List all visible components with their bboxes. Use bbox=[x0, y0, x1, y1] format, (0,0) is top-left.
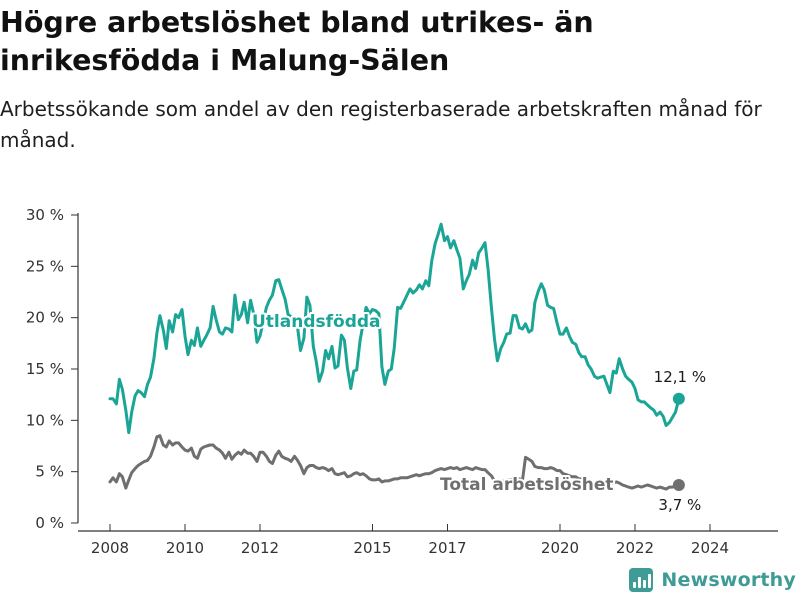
brand-name: Newsworthy bbox=[661, 569, 796, 591]
series-name-label: Total arbetslöshet bbox=[440, 475, 614, 495]
y-tick-label: 20 % bbox=[26, 309, 64, 327]
x-tick-label: 2008 bbox=[91, 539, 129, 557]
x-tick-label: 2017 bbox=[428, 539, 466, 557]
chart-title: Högre arbetslöshet bland utrikes- än inr… bbox=[0, 6, 594, 77]
brand-logo: Newsworthy bbox=[629, 568, 796, 592]
x-tick-label: 2015 bbox=[353, 539, 391, 557]
x-tick-label: 2020 bbox=[541, 539, 579, 557]
y-tick-label: 5 % bbox=[35, 463, 64, 481]
x-tick-label: 2024 bbox=[691, 539, 729, 557]
y-tick-label: 30 % bbox=[26, 206, 64, 224]
series-end-label: 12,1 % bbox=[654, 368, 706, 386]
series-name-label: Utlandsfödda bbox=[252, 312, 381, 332]
series-line-utlandsfodda bbox=[108, 222, 681, 435]
y-tick-label: 10 % bbox=[26, 411, 64, 429]
y-tick-label: 25 % bbox=[26, 257, 64, 275]
chart-subtitle: Arbetssökande som andel av den registerb… bbox=[0, 97, 762, 152]
x-axis: 2008 2010 2012 2015 2017 2020 2022 2024 bbox=[78, 524, 778, 557]
y-axis: 0 % 5 % 10 % 15 % 20 % 25 % 30 % bbox=[26, 206, 79, 532]
series-layer bbox=[108, 222, 685, 492]
bar-chart-icon bbox=[629, 568, 654, 592]
series-end-label: 3,7 % bbox=[658, 496, 701, 514]
series-end-point bbox=[672, 479, 685, 492]
x-tick-label: 2010 bbox=[166, 539, 204, 557]
series-end-point bbox=[672, 392, 685, 405]
label-layer: 12,1 % 3,7 % Utlandsfödda Total arbetslöshe… bbox=[250, 310, 706, 514]
y-tick-label: 15 % bbox=[26, 360, 64, 378]
x-tick-label: 2022 bbox=[616, 539, 654, 557]
series-line-total bbox=[108, 434, 681, 491]
y-tick-label: 0 % bbox=[35, 514, 64, 532]
x-tick-label: 2012 bbox=[241, 539, 279, 557]
